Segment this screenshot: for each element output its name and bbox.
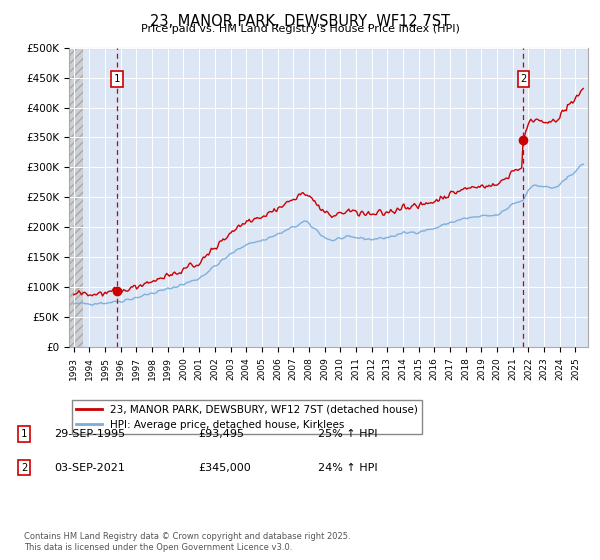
Text: 29-SEP-1995: 29-SEP-1995	[54, 429, 125, 439]
Text: 03-SEP-2021: 03-SEP-2021	[54, 463, 125, 473]
Text: 2: 2	[21, 463, 27, 473]
Text: 1: 1	[113, 74, 120, 84]
Text: 2: 2	[520, 74, 526, 84]
Text: 25% ↑ HPI: 25% ↑ HPI	[318, 429, 377, 439]
Text: Contains HM Land Registry data © Crown copyright and database right 2025.
This d: Contains HM Land Registry data © Crown c…	[24, 532, 350, 552]
Text: £345,000: £345,000	[198, 463, 251, 473]
Text: 24% ↑ HPI: 24% ↑ HPI	[318, 463, 377, 473]
Text: Price paid vs. HM Land Registry's House Price Index (HPI): Price paid vs. HM Land Registry's House …	[140, 24, 460, 34]
Text: £93,495: £93,495	[198, 429, 244, 439]
Text: 23, MANOR PARK, DEWSBURY, WF12 7ST: 23, MANOR PARK, DEWSBURY, WF12 7ST	[150, 14, 450, 29]
Text: 1: 1	[21, 429, 27, 439]
Legend: 23, MANOR PARK, DEWSBURY, WF12 7ST (detached house), HPI: Average price, detache: 23, MANOR PARK, DEWSBURY, WF12 7ST (deta…	[71, 400, 422, 434]
Bar	[69, 48, 83, 347]
